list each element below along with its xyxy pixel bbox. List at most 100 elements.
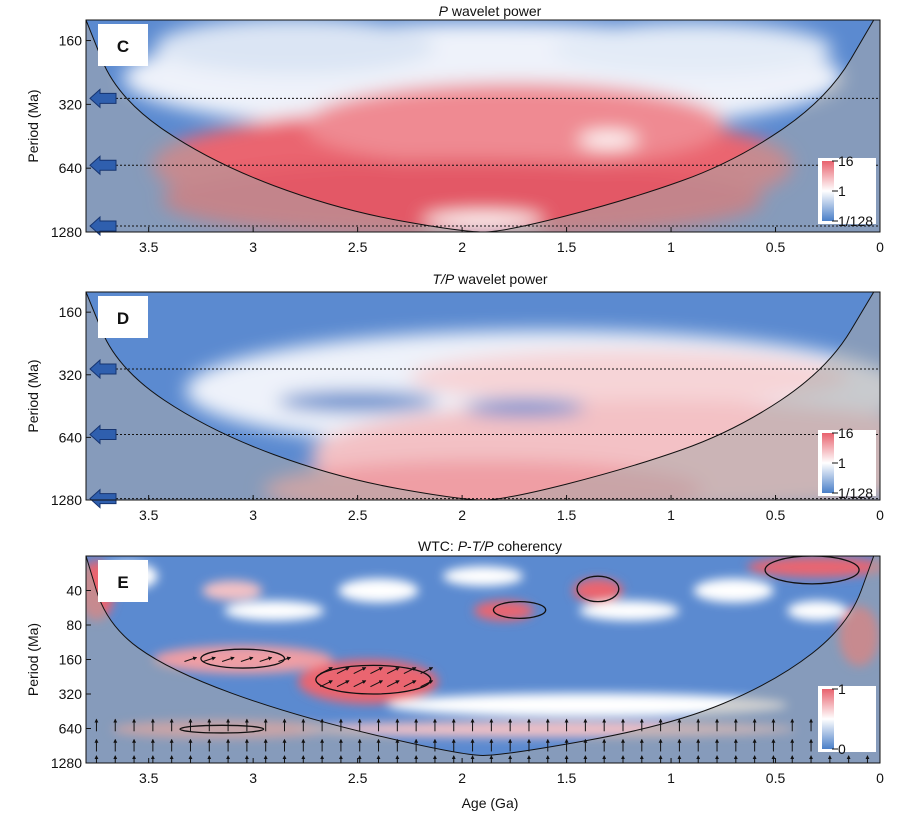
panel-e-y-tick-label: 160 bbox=[59, 652, 83, 668]
panel-c-colorbar-label: 1/128 bbox=[838, 213, 873, 229]
coherence-blob bbox=[787, 600, 848, 621]
panel-e-x-tick-label: 2 bbox=[458, 770, 466, 786]
panel-c-colorbar bbox=[822, 161, 834, 221]
phase-arrow bbox=[420, 667, 434, 675]
panel-c-field bbox=[86, 20, 880, 232]
panel-e-colorbar bbox=[822, 689, 834, 749]
coherence-blob bbox=[202, 580, 263, 601]
panel-e-plot: 40 80 160 320 640 1280 3.5 3 2.5 2 1.5 1 0.5 0 Period … bbox=[25, 555, 884, 786]
panel-e-letter-box bbox=[98, 560, 148, 602]
panel-c-x-tick-label: 3.5 bbox=[139, 239, 159, 255]
panel-d-x-tick-label: 0.5 bbox=[766, 507, 786, 523]
coherence-blob bbox=[152, 645, 333, 674]
coherence-blob bbox=[298, 659, 439, 704]
coherence-blob bbox=[579, 600, 680, 621]
panel-c-coi-shading bbox=[86, 20, 880, 232]
panel-d-x-tick-label: 3.5 bbox=[139, 507, 159, 523]
panel-c-title-rest: wavelet power bbox=[448, 3, 542, 19]
panel-e-title-italic2: T/P bbox=[472, 538, 494, 554]
coherence-blob bbox=[443, 566, 523, 587]
power-region bbox=[409, 349, 850, 406]
phase-arrow bbox=[221, 656, 235, 662]
phase-arrow bbox=[353, 667, 367, 675]
panel-e-colorbar-label: 1 bbox=[838, 681, 846, 697]
panel-d-plot: 160 320 640 1280 3.5 3 2.5 2 1.5 1 0.5 0 Period (Ma)… bbox=[25, 291, 884, 523]
panel-d-x-tick-label: 2 bbox=[458, 507, 466, 523]
panel-c-x-tick-label: 3 bbox=[249, 239, 257, 255]
coherence-contour bbox=[764, 556, 860, 585]
panel-c-x-tick-label: 0 bbox=[876, 239, 884, 255]
white-band bbox=[551, 22, 832, 75]
panel-c-reference-arrow-icon bbox=[89, 215, 117, 237]
phase-arrow bbox=[420, 680, 434, 688]
panel-d-title-italic: T/P bbox=[432, 271, 454, 287]
panel-d-title-rest: wavelet power bbox=[454, 271, 548, 287]
phase-arrow bbox=[370, 680, 384, 688]
blob bbox=[277, 391, 438, 412]
panel-c-title-italic: P bbox=[439, 3, 449, 19]
panel-d-x-tick-label: 1.5 bbox=[557, 507, 577, 523]
panel-c-colorbar-label: 16 bbox=[838, 153, 854, 169]
coherence-contour bbox=[492, 600, 547, 620]
panel-d-x-tick-label: 0 bbox=[876, 507, 884, 523]
panel-e-y-tick-label: 640 bbox=[59, 721, 83, 737]
panel-d-colorbar-label: 16 bbox=[838, 425, 854, 441]
panel-e-coi-line bbox=[86, 556, 875, 756]
blob bbox=[578, 131, 639, 148]
phase-arrow bbox=[203, 656, 216, 662]
panel-e-x-tick-label: 0 bbox=[876, 770, 884, 786]
panel-c-plot: 160 320 640 1280 3.5 3 2.5 2 1.5 1 0.5 0 Period (Ma)… bbox=[25, 19, 884, 255]
phase-arrow bbox=[403, 680, 417, 688]
panel-d-coi-line bbox=[86, 292, 875, 500]
panel-c-x-tick-label: 2 bbox=[458, 239, 466, 255]
panel-d-coi-shading bbox=[86, 292, 880, 500]
panel-e-colorbar-label: 0 bbox=[838, 741, 846, 757]
phase-arrow bbox=[386, 680, 400, 688]
coherence-blob bbox=[387, 693, 788, 718]
panel-c-y-tick-label: 160 bbox=[59, 33, 83, 49]
panel-d-title: T/P wavelet power bbox=[432, 271, 547, 287]
coherence-contour bbox=[179, 724, 265, 734]
panel-d-frame bbox=[85, 291, 881, 501]
panel-d-x-tick-label: 1 bbox=[667, 507, 675, 523]
panel-d-y-tick-label: 320 bbox=[59, 367, 83, 383]
panel-e-x-tick-label: 2.5 bbox=[348, 770, 368, 786]
white-band bbox=[154, 20, 435, 75]
panel-c-reference-arrow-icon bbox=[89, 88, 117, 109]
phase-arrow bbox=[370, 667, 384, 675]
power-region bbox=[304, 82, 725, 167]
panel-c-y-axis-title: Period (Ma) bbox=[25, 89, 41, 162]
panel-e-title-italic: P bbox=[458, 538, 468, 554]
coherence-contour bbox=[576, 575, 620, 603]
coherence-blob bbox=[224, 600, 325, 621]
coherence-blob bbox=[572, 578, 623, 603]
panel-c-colorbar-label: 1 bbox=[838, 183, 846, 199]
panel-e-x-tick-label: 1 bbox=[667, 770, 675, 786]
panel-d-reference-arrow-icon bbox=[89, 488, 117, 509]
panel-d-letter: D bbox=[117, 309, 129, 328]
coherence-blob bbox=[747, 557, 880, 578]
phase-arrow bbox=[259, 656, 273, 662]
panel-c-frame bbox=[85, 19, 881, 233]
phase-arrow bbox=[403, 667, 417, 675]
coherence-blob bbox=[473, 600, 534, 621]
panel-e-x-tick-label: 1.5 bbox=[557, 770, 577, 786]
panel-c-x-tick-label: 2.5 bbox=[348, 239, 368, 255]
panel-e-y-tick-label: 320 bbox=[59, 686, 83, 702]
panel-e-y-axis-title: Period (Ma) bbox=[25, 623, 41, 696]
panel-d-y-axis-title: Period (Ma) bbox=[25, 359, 41, 432]
panel-c-y-tick-label: 640 bbox=[59, 160, 83, 176]
coherence-blob bbox=[693, 578, 774, 603]
panel-d-y-tick-label: 640 bbox=[59, 429, 83, 445]
panel-d-y-tick-label: 160 bbox=[59, 304, 83, 320]
panel-c-x-tick-label: 0.5 bbox=[766, 239, 786, 255]
panel-d-x-tick-label: 2.5 bbox=[348, 507, 368, 523]
coherence-contour bbox=[200, 648, 286, 669]
panel-c-coi-line bbox=[86, 20, 875, 232]
panel-e-x-tick-label: 3 bbox=[249, 770, 257, 786]
panel-e-x-tick-label: 3.5 bbox=[139, 770, 159, 786]
phase-arrow bbox=[278, 656, 292, 662]
panel-e-x-tick-label: 0.5 bbox=[766, 770, 786, 786]
panel-e-y-tick-label: 80 bbox=[66, 617, 82, 633]
